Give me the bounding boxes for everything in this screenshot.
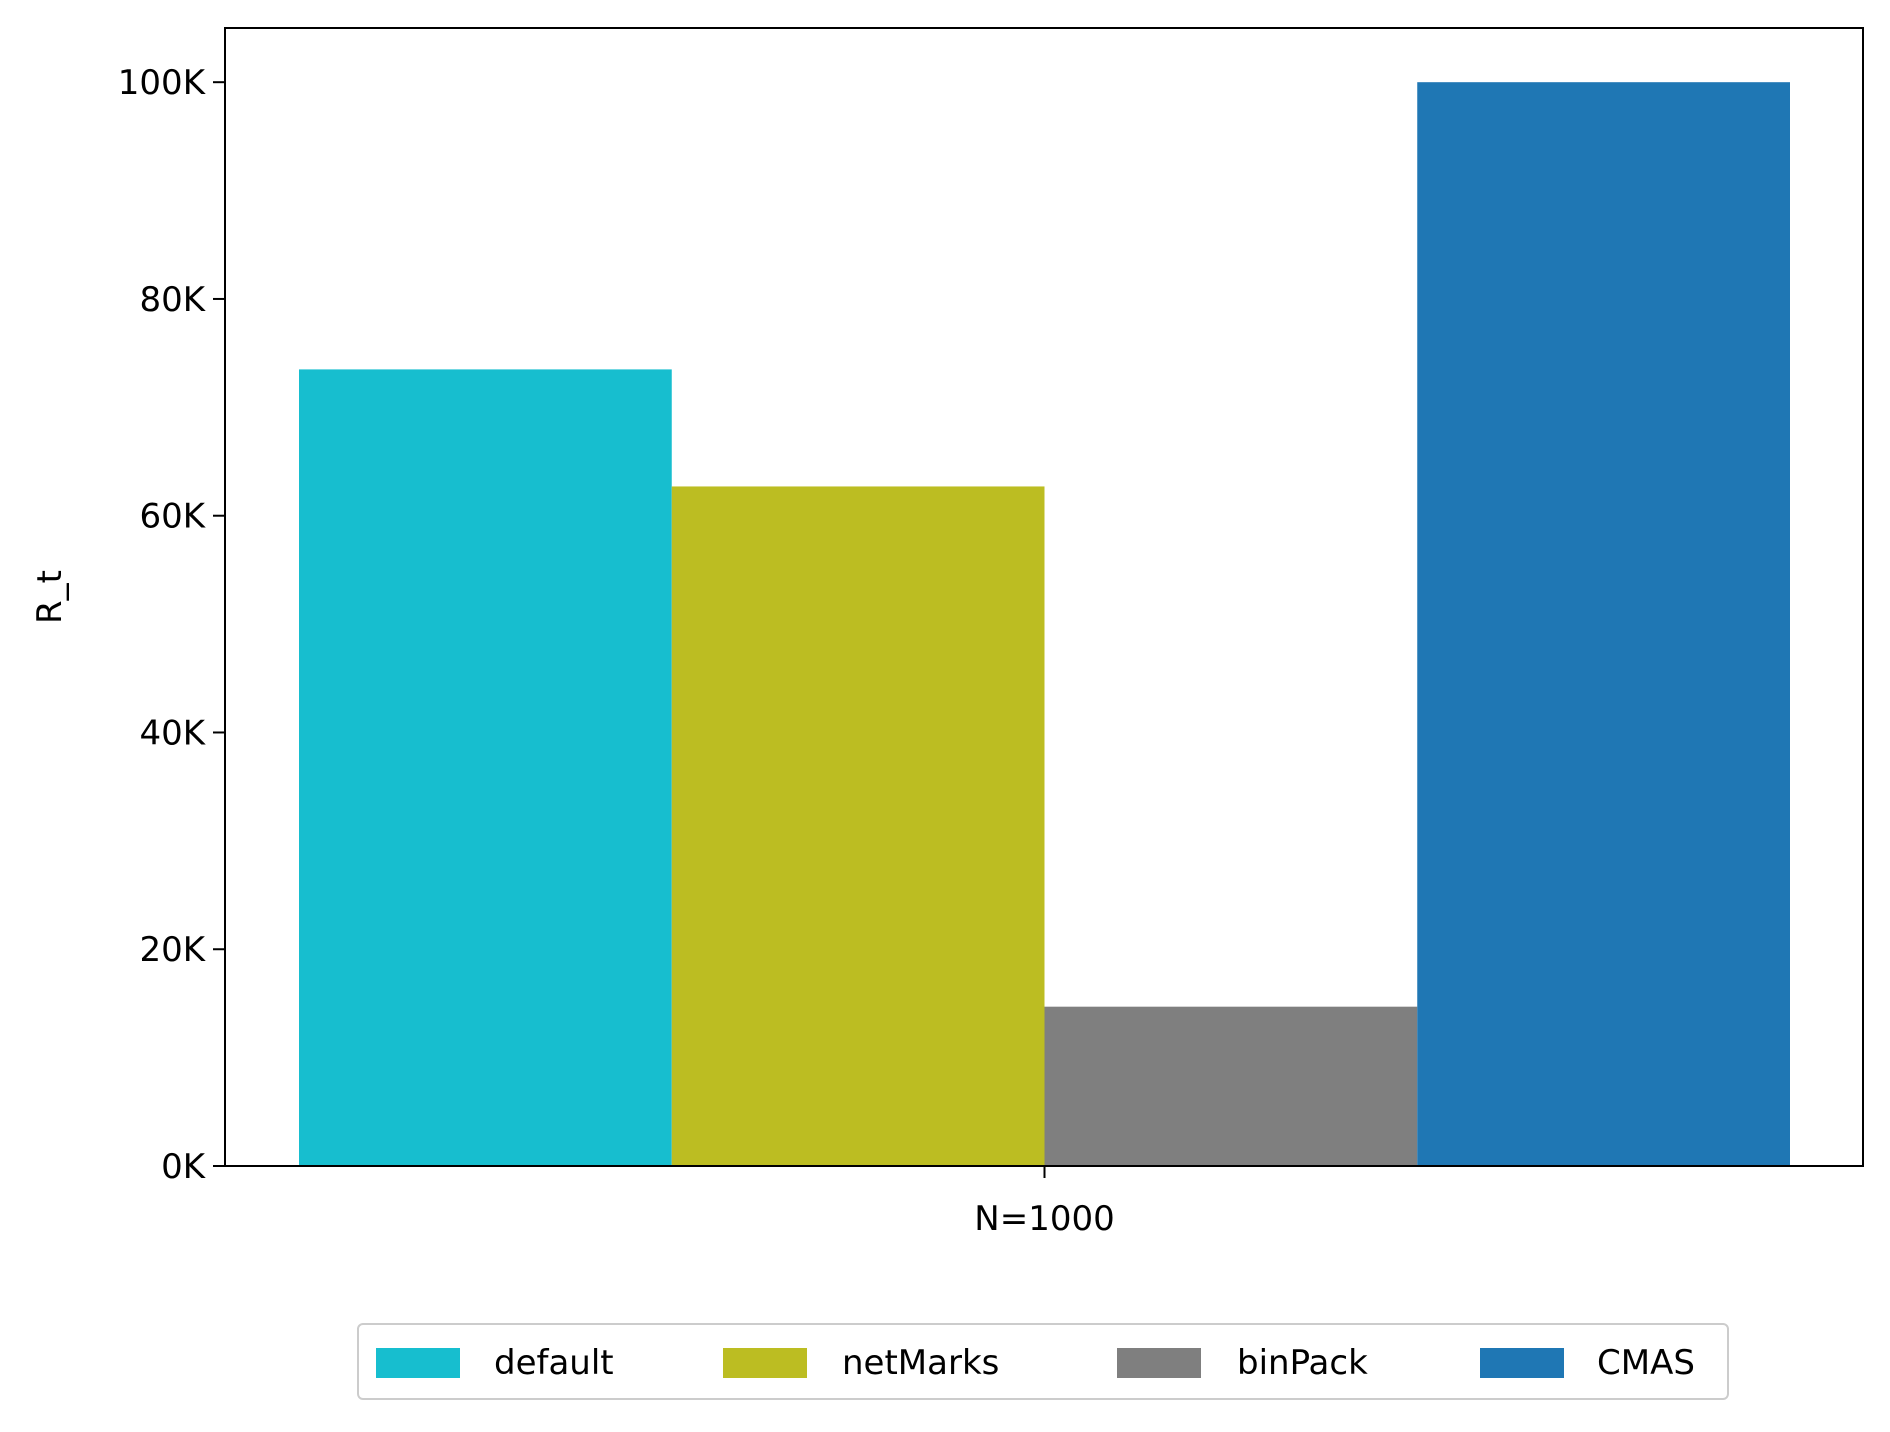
bar-CMAS <box>1417 82 1790 1167</box>
legend-swatch-netMarks <box>723 1348 807 1378</box>
legend-label-CMAS: CMAS <box>1597 1343 1695 1383</box>
legend-label-binPack: binPack <box>1237 1343 1368 1383</box>
y-axis: 0K 20K 40K 60K 80K 100K <box>118 63 225 1187</box>
bar-binPack <box>1044 1006 1418 1166</box>
legend: default netMarks binPack CMAS <box>357 1323 1729 1400</box>
legend-swatch-CMAS <box>1480 1348 1564 1378</box>
y-axis-label: R_t <box>30 570 70 624</box>
bar-default <box>299 369 672 1166</box>
legend-swatch-binPack <box>1117 1348 1201 1378</box>
legend-swatch-default <box>376 1348 460 1378</box>
bars-layer <box>299 82 1790 1167</box>
y-tick-label: 40K <box>139 713 206 753</box>
y-tick-label: 20K <box>139 930 206 970</box>
y-tick-label: 80K <box>139 280 206 320</box>
legend-label-netMarks: netMarks <box>842 1343 999 1383</box>
y-tick-label: 60K <box>139 497 206 537</box>
x-axis: N=1000 <box>974 1166 1115 1239</box>
bar-netMarks <box>671 486 1045 1166</box>
legend-frame <box>357 1323 1729 1400</box>
x-tick-label: N=1000 <box>974 1199 1114 1239</box>
y-tick-label: 100K <box>118 63 207 103</box>
legend-label-default: default <box>494 1343 614 1383</box>
y-tick-label: 0K <box>161 1147 207 1187</box>
